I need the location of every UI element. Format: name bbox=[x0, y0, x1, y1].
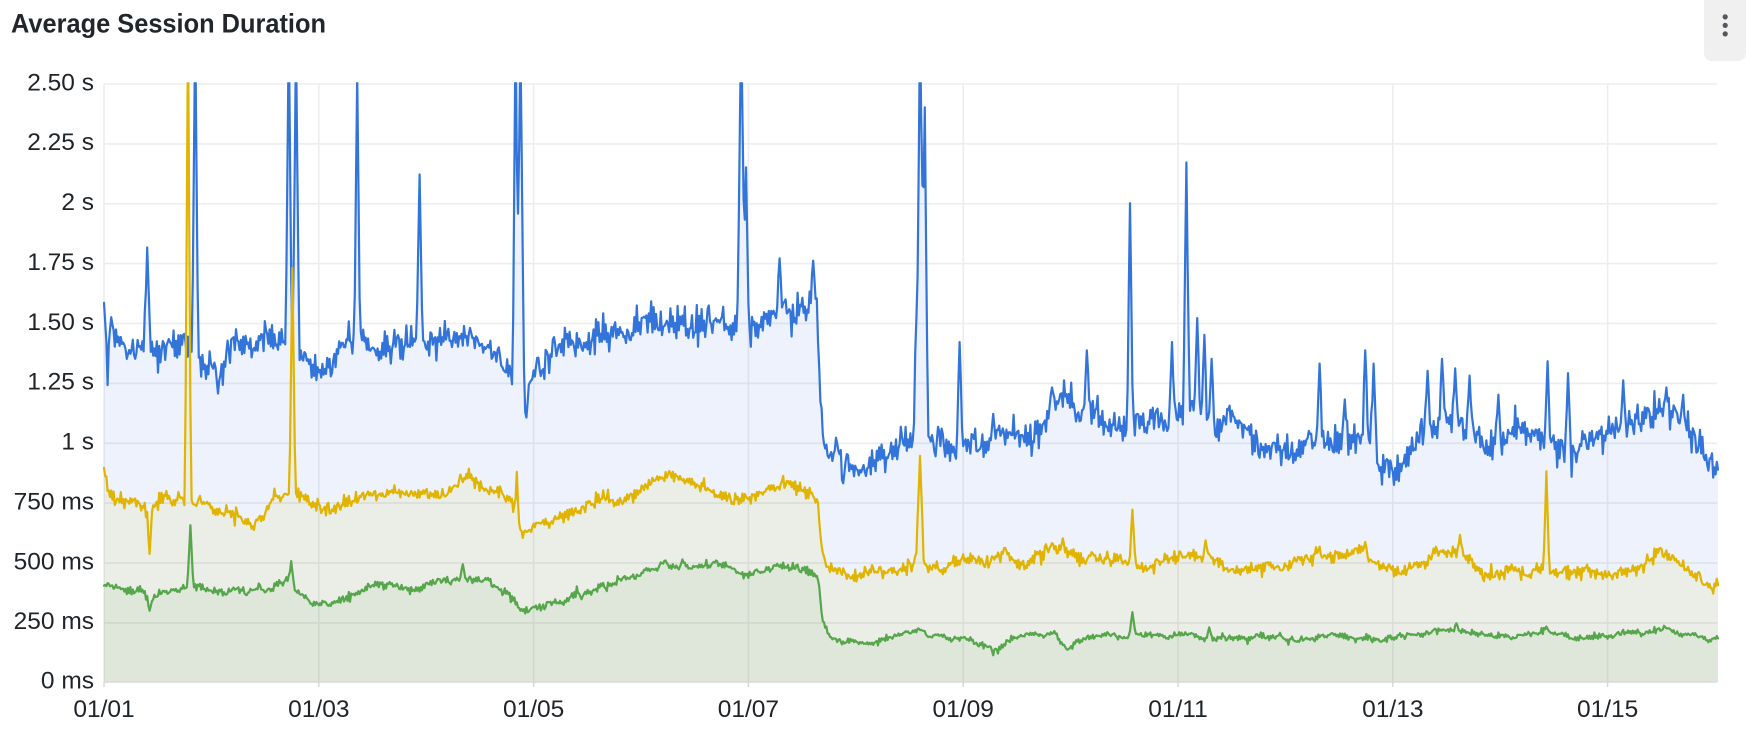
svg-text:2.25 s: 2.25 s bbox=[27, 129, 94, 156]
svg-text:1 s: 1 s bbox=[61, 429, 94, 456]
svg-text:250 ms: 250 ms bbox=[14, 608, 94, 635]
svg-text:500 ms: 500 ms bbox=[14, 548, 94, 575]
svg-text:01/07: 01/07 bbox=[718, 696, 779, 723]
svg-text:01/05: 01/05 bbox=[503, 696, 564, 723]
svg-text:01/13: 01/13 bbox=[1362, 696, 1423, 723]
svg-text:01/09: 01/09 bbox=[933, 696, 994, 723]
svg-text:2.50 s: 2.50 s bbox=[27, 69, 94, 96]
svg-text:01/03: 01/03 bbox=[288, 696, 349, 723]
svg-text:01/01: 01/01 bbox=[73, 696, 134, 723]
svg-text:01/15: 01/15 bbox=[1577, 696, 1638, 723]
svg-text:1.25 s: 1.25 s bbox=[27, 369, 94, 396]
svg-text:Average Session Duration: Average Session Duration bbox=[11, 9, 326, 39]
svg-text:2 s: 2 s bbox=[61, 189, 94, 216]
svg-text:0 ms: 0 ms bbox=[41, 667, 94, 694]
svg-text:01/11: 01/11 bbox=[1148, 696, 1208, 723]
svg-text:1.50 s: 1.50 s bbox=[27, 309, 94, 336]
svg-text:750 ms: 750 ms bbox=[14, 488, 94, 515]
svg-text:1.75 s: 1.75 s bbox=[27, 249, 94, 276]
